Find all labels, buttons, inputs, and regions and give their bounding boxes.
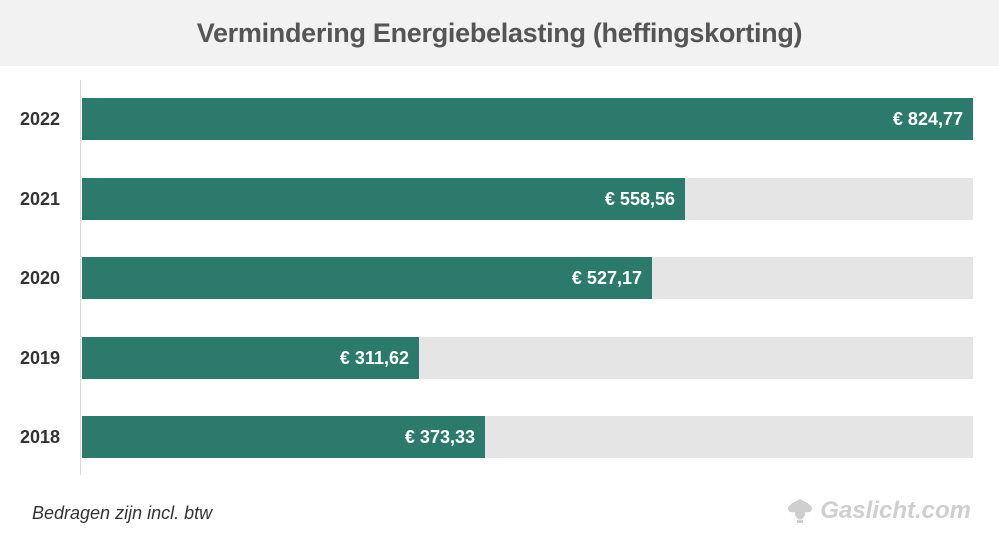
bar-track: € 558,56 — [82, 178, 973, 220]
gaslicht-logo-icon — [788, 499, 813, 523]
chart-title: Vermindering Energiebelasting (heffingsk… — [196, 17, 803, 48]
bar: € 824,77 — [82, 98, 973, 140]
bar-row-2020: 2020 € 527,17 — [0, 257, 999, 299]
footnote: Bedragen zijn incl. btw — [32, 503, 213, 523]
bar-value-label: € 824,77 — [892, 109, 963, 129]
bar-track: € 311,62 — [82, 337, 973, 379]
bar-row-2022: 2022 € 824,77 — [0, 98, 999, 140]
chart-title-bar: Vermindering Energiebelasting (heffingsk… — [0, 0, 999, 66]
brand-logo: Gaslicht.com — [786, 497, 971, 525]
bar-row-2018: 2018 € 373,33 — [0, 416, 999, 458]
y-axis-line — [80, 80, 81, 475]
category-label: 2022 — [20, 109, 61, 129]
bar: € 373,33 — [82, 416, 485, 458]
bar-value-label: € 527,17 — [571, 268, 642, 288]
category-label: 2020 — [20, 268, 61, 288]
bar-track: € 373,33 — [82, 416, 973, 458]
bar: € 527,17 — [82, 257, 652, 299]
bar: € 311,62 — [82, 337, 419, 379]
bar-row-2021: 2021 € 558,56 — [0, 178, 999, 220]
bar: € 558,56 — [82, 178, 685, 220]
bar-value-label: € 311,62 — [339, 348, 409, 368]
brand-name: Gaslicht.com — [820, 497, 971, 524]
bar-track: € 527,17 — [82, 257, 973, 299]
bar-value-label: € 558,56 — [604, 189, 675, 209]
category-label: 2021 — [20, 189, 61, 209]
bar-track: € 824,77 — [82, 98, 973, 140]
category-label: 2019 — [20, 348, 61, 368]
bar-row-2019: 2019 € 311,62 — [0, 337, 999, 379]
category-label: 2018 — [20, 427, 61, 447]
bar-value-label: € 373,33 — [404, 427, 475, 447]
